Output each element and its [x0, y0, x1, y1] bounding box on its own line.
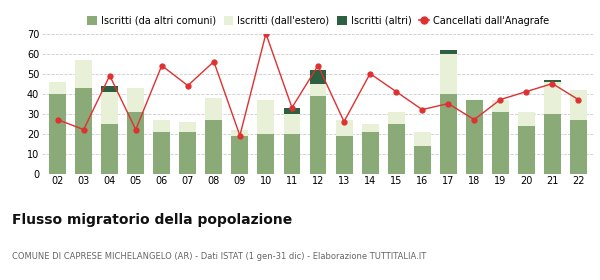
Cancellati dall'Anagrafe — [289, 106, 296, 109]
Bar — [101, 123, 118, 174]
Bar — [544, 114, 561, 174]
Bar — [518, 126, 535, 174]
Cancellati dall'Anagrafe — [392, 90, 400, 93]
Bar — [335, 136, 353, 174]
Line: Cancellati dall'Anagrafe: Cancellati dall'Anagrafe — [55, 31, 581, 138]
Bar — [154, 120, 170, 132]
Bar — [413, 146, 431, 174]
Bar — [205, 120, 223, 174]
Cancellati dall'Anagrafe — [340, 120, 347, 123]
Bar — [413, 132, 431, 146]
Cancellati dall'Anagrafe — [367, 72, 374, 75]
Bar — [284, 134, 301, 174]
Bar — [440, 53, 457, 94]
Bar — [101, 92, 118, 123]
Cancellati dall'Anagrafe — [132, 128, 139, 131]
Bar — [310, 70, 326, 84]
Cancellati dall'Anagrafe — [262, 32, 269, 35]
Bar — [127, 88, 144, 112]
Cancellati dall'Anagrafe — [575, 98, 582, 101]
Bar — [570, 120, 587, 174]
Bar — [362, 123, 379, 132]
Cancellati dall'Anagrafe — [54, 118, 61, 121]
Bar — [179, 132, 196, 174]
Bar — [205, 98, 223, 120]
Bar — [440, 50, 457, 53]
Cancellati dall'Anagrafe — [158, 64, 166, 67]
Bar — [179, 122, 196, 132]
Cancellati dall'Anagrafe — [470, 118, 478, 121]
Bar — [388, 123, 404, 174]
Bar — [284, 108, 301, 114]
Bar — [310, 95, 326, 174]
Cancellati dall'Anagrafe — [210, 60, 217, 63]
Cancellati dall'Anagrafe — [80, 128, 87, 131]
Legend: Iscritti (da altri comuni), Iscritti (dall'estero), Iscritti (altri), Cancellati: Iscritti (da altri comuni), Iscritti (da… — [87, 16, 549, 26]
Cancellati dall'Anagrafe — [445, 102, 452, 105]
Bar — [284, 114, 301, 134]
Bar — [127, 112, 144, 174]
Cancellati dall'Anagrafe — [497, 98, 504, 101]
Cancellati dall'Anagrafe — [419, 108, 426, 111]
Bar — [257, 134, 274, 174]
Bar — [310, 84, 326, 95]
Bar — [75, 88, 92, 174]
Bar — [518, 112, 535, 126]
Bar — [49, 81, 66, 94]
Bar — [335, 120, 353, 136]
Cancellati dall'Anagrafe — [314, 64, 322, 67]
Bar — [492, 100, 509, 112]
Cancellati dall'Anagrafe — [106, 74, 113, 77]
Cancellati dall'Anagrafe — [184, 84, 191, 87]
Bar — [570, 90, 587, 120]
Bar — [440, 94, 457, 174]
Bar — [154, 132, 170, 174]
Bar — [75, 60, 92, 88]
Bar — [544, 81, 561, 114]
Bar — [232, 130, 248, 136]
Text: Flusso migratorio della popolazione: Flusso migratorio della popolazione — [12, 213, 292, 227]
Bar — [362, 132, 379, 174]
Cancellati dall'Anagrafe — [236, 134, 244, 137]
Cancellati dall'Anagrafe — [549, 82, 556, 85]
Bar — [544, 80, 561, 81]
Bar — [257, 100, 274, 134]
Text: COMUNE DI CAPRESE MICHELANGELO (AR) - Dati ISTAT (1 gen-31 dic) - Elaborazione T: COMUNE DI CAPRESE MICHELANGELO (AR) - Da… — [12, 252, 426, 261]
Bar — [101, 86, 118, 92]
Bar — [466, 100, 482, 174]
Bar — [492, 112, 509, 174]
Bar — [388, 112, 404, 123]
Bar — [49, 94, 66, 174]
Cancellati dall'Anagrafe — [523, 90, 530, 93]
Bar — [232, 136, 248, 174]
